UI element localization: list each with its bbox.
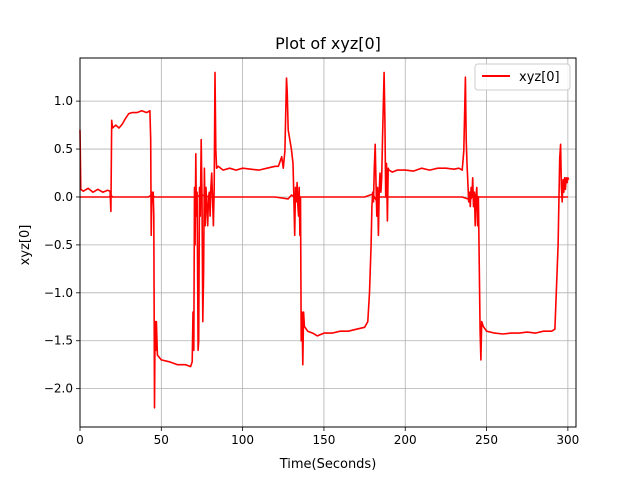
y-tick-label: −2.0 [44, 382, 73, 396]
y-tick-label: −0.5 [44, 238, 73, 252]
x-tick-label: 0 [76, 433, 84, 447]
legend: xyz[0] [474, 63, 571, 91]
legend-label: xyz[0] [519, 70, 560, 85]
legend-box [474, 63, 571, 91]
x-tick-label: 100 [231, 433, 254, 447]
y-tick-label: 0.0 [54, 190, 73, 204]
x-tick-label: 250 [475, 433, 498, 447]
x-tick-label: 300 [556, 433, 579, 447]
y-axis-label: xyz[0] [18, 225, 33, 266]
x-tick-label: 50 [154, 433, 169, 447]
y-tick-label: −1.5 [44, 334, 73, 348]
y-tick-label: 0.5 [54, 142, 73, 156]
x-axis-label: Time(Seconds) [279, 457, 377, 472]
series-line-baseline [80, 193, 568, 201]
x-tick-label: 200 [394, 433, 417, 447]
x-tick-label: 150 [312, 433, 335, 447]
series-layer [79, 71, 570, 409]
y-tick-label: −1.0 [44, 286, 73, 300]
grid-lines [79, 58, 576, 427]
y-tick-label: 1.0 [54, 94, 73, 108]
plot-frame [79, 57, 577, 428]
series-line-xyz0 [79, 71, 570, 409]
axis-ticks: 0 50 100 150 200 250 300 −2.0 −1.5 −1.0 −0.5 0.0 0.5… [44, 94, 579, 447]
chart-title: Plot of xyz[0] [275, 34, 381, 53]
